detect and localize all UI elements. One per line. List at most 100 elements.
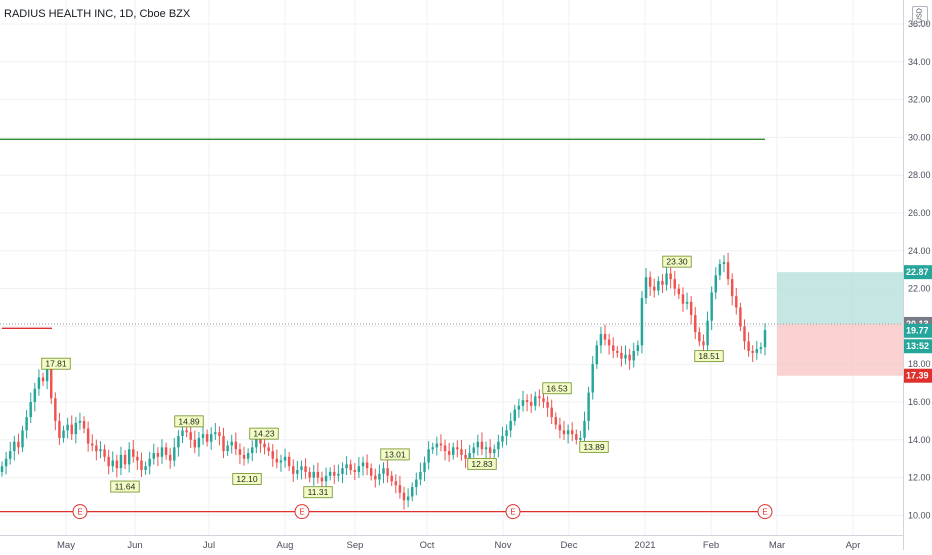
pivot-callout-label: 17.81 xyxy=(45,359,67,369)
candle-body xyxy=(361,462,365,467)
candle-body xyxy=(394,481,398,486)
candle-body xyxy=(49,367,53,399)
pivot-callout-label: 14.23 xyxy=(253,429,275,439)
candle-body xyxy=(123,454,127,465)
candle-body xyxy=(251,447,254,454)
candle-body xyxy=(644,277,648,299)
candle-body xyxy=(534,396,537,406)
candle-body xyxy=(570,430,574,435)
candle-body xyxy=(337,473,340,476)
candle-body xyxy=(759,347,763,350)
candle-body xyxy=(427,449,430,463)
pivot-callout-box xyxy=(174,415,204,428)
currency-button[interactable]: USD xyxy=(912,6,928,26)
candle-body xyxy=(132,449,135,457)
price-scale-label-box xyxy=(904,368,932,383)
candle-body xyxy=(673,279,676,289)
pivot-callout-box xyxy=(110,480,140,493)
candle-body xyxy=(0,466,4,472)
candle-body xyxy=(185,430,188,433)
candle-body xyxy=(164,447,168,455)
candle-body xyxy=(156,453,160,457)
candle-body xyxy=(292,466,295,474)
candle-body xyxy=(353,470,357,472)
price-scale-label-box xyxy=(904,323,932,338)
candle-body xyxy=(99,449,102,452)
candle-body xyxy=(488,447,492,454)
y-tick-label: 28.00 xyxy=(908,170,931,180)
candle-body xyxy=(521,400,525,406)
candle-body xyxy=(119,454,123,469)
earnings-marker-label: E xyxy=(299,508,304,517)
pivot-callout-box xyxy=(303,486,333,499)
candle-body xyxy=(324,475,328,482)
candle-body xyxy=(562,430,566,435)
candle-body xyxy=(378,473,381,480)
candle-body xyxy=(763,330,767,348)
candle-body xyxy=(735,296,738,308)
candle-body xyxy=(382,468,385,474)
candle-body xyxy=(222,436,225,452)
stop-zone xyxy=(777,323,903,376)
candle-body xyxy=(259,437,262,444)
candle-body xyxy=(25,417,28,431)
candle-body xyxy=(140,460,143,471)
candle-body xyxy=(456,447,459,450)
candle-body xyxy=(722,262,726,265)
price-callouts: 17.81 11.64 14.89 12.10 14.23 11.31 13.01 12.83… xyxy=(41,255,724,499)
candle-body xyxy=(657,281,660,291)
chart-title: RADIUS HEALTH INC, 1D, Cboe BZX xyxy=(4,8,191,20)
candle-body xyxy=(747,341,750,351)
candle-body xyxy=(710,292,713,321)
candle-body xyxy=(74,422,78,435)
candle-body xyxy=(472,447,475,454)
price-scale-label-box xyxy=(904,339,932,354)
candle-body xyxy=(45,367,49,382)
x-tick-label: Jun xyxy=(127,540,142,550)
candle-body xyxy=(505,430,508,437)
candle-body xyxy=(197,437,201,448)
candle-body xyxy=(177,436,180,448)
candle-body xyxy=(443,445,447,452)
candle-body xyxy=(300,466,303,471)
candle-body xyxy=(41,377,45,382)
pivot-callout-box xyxy=(380,448,410,461)
position-zones xyxy=(0,272,903,376)
candle-body xyxy=(669,273,672,280)
pivot-callout-label: 13.01 xyxy=(384,449,406,459)
price-scale-label: 17.39 xyxy=(906,371,929,381)
candle-body xyxy=(509,420,512,431)
candle-body xyxy=(751,350,754,353)
candle-body xyxy=(653,286,656,291)
candle-body xyxy=(640,298,644,346)
candle-body xyxy=(160,447,164,457)
candle-body xyxy=(242,454,246,459)
candle-body xyxy=(29,402,32,418)
candle-body xyxy=(267,447,270,452)
y-tick-label: 32.00 xyxy=(908,95,931,105)
candle-body xyxy=(599,333,603,346)
candle-body xyxy=(209,434,213,442)
candle-body xyxy=(538,396,541,399)
pivot-callout-label: 11.31 xyxy=(308,487,329,497)
candle-body xyxy=(702,341,705,346)
pivot-callout-box xyxy=(579,440,609,453)
candle-body xyxy=(103,449,106,457)
candle-body xyxy=(689,301,693,316)
candle-body xyxy=(54,398,57,421)
candle-body xyxy=(726,262,730,280)
candle-body xyxy=(345,464,348,469)
candle-body xyxy=(62,430,65,438)
candle-body xyxy=(755,349,759,353)
candle-body xyxy=(554,417,558,425)
pivot-callout-label: 11.64 xyxy=(115,482,136,492)
candle-body xyxy=(333,471,336,476)
candle-body xyxy=(58,420,61,438)
candle-body xyxy=(275,458,279,463)
candle-body xyxy=(558,424,562,431)
candle-body xyxy=(718,264,722,276)
candle-body xyxy=(374,475,377,480)
candle-body xyxy=(620,352,623,359)
